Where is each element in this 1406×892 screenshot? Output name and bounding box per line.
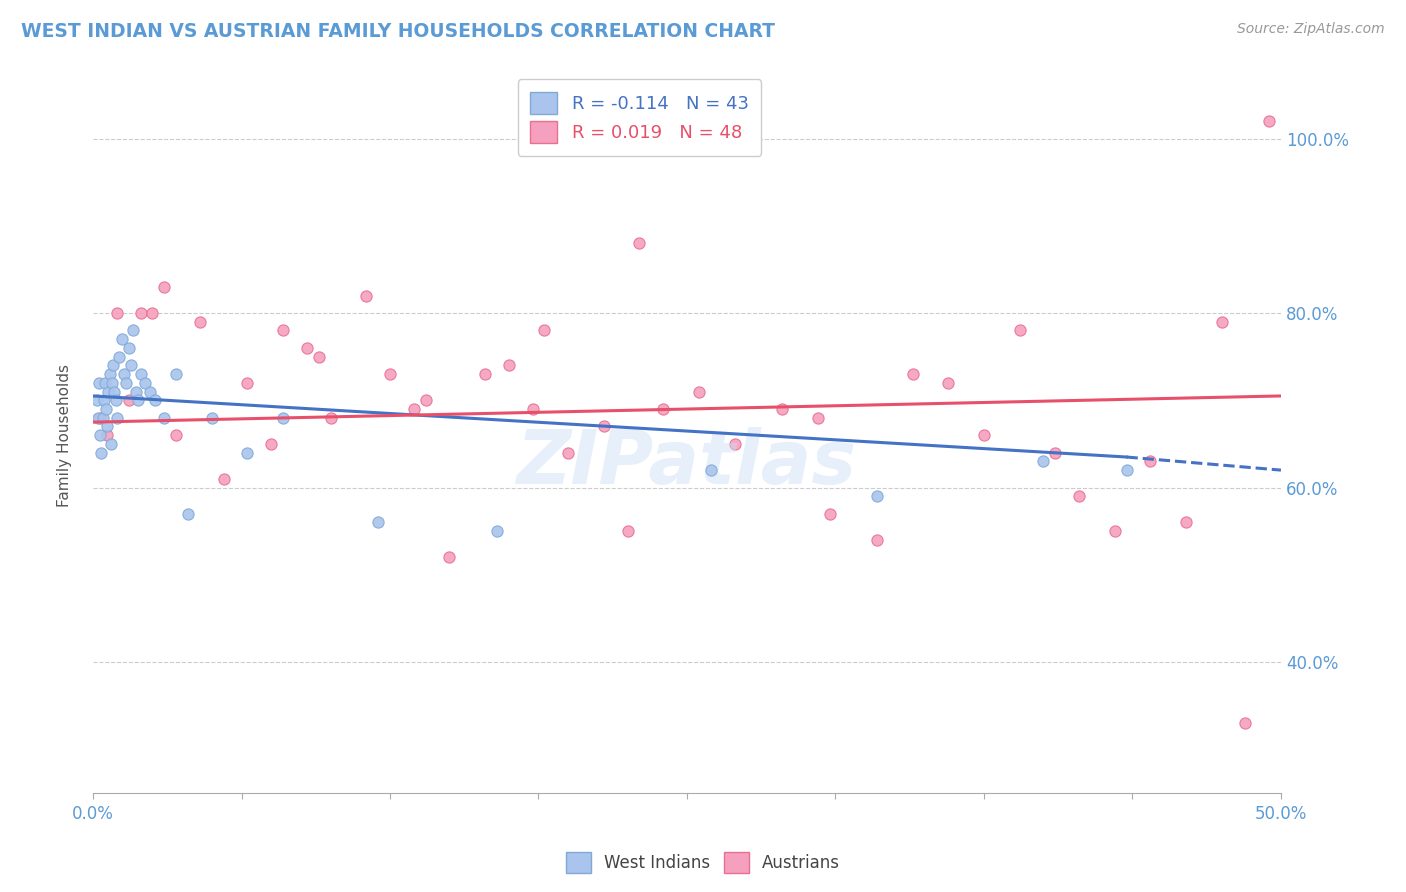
Point [96,428,118,442]
Point [87,376,110,390]
Point [115,376,138,390]
Point [1008,324,1031,338]
Point [165,367,187,381]
Point [1115,463,1137,477]
Point [153,280,176,294]
Point [807,410,830,425]
Point [212,472,235,486]
Point [91,410,114,425]
Point [295,341,318,355]
Point [93,393,115,408]
Point [125,384,148,399]
Point [89,428,111,442]
Point [143,393,166,408]
Point [592,419,614,434]
Point [271,410,294,425]
Point [354,288,377,302]
Point [98,367,121,381]
Point [139,384,162,399]
Point [122,324,145,338]
Text: Source: ZipAtlas.com: Source: ZipAtlas.com [1237,22,1385,37]
Point [271,324,294,338]
Text: WEST INDIAN VS AUSTRIAN FAMILY HOUSEHOLDS CORRELATION CHART: WEST INDIAN VS AUSTRIAN FAMILY HOUSEHOLD… [21,22,775,41]
Y-axis label: Family Households: Family Households [58,364,72,507]
Point [557,445,579,459]
Point [308,350,330,364]
Point [485,524,508,539]
Point [112,367,135,381]
Point [688,384,710,399]
Point [105,410,128,425]
Point [110,332,132,346]
Point [94,376,117,390]
Point [723,437,745,451]
Point [439,550,461,565]
Point [103,384,125,399]
Point [104,393,127,408]
Point [94,402,117,417]
Point [474,367,496,381]
Text: ZIPatlas: ZIPatlas [517,427,858,500]
Point [101,376,124,390]
Point [118,341,141,355]
Point [188,315,211,329]
Point [177,507,200,521]
Point [522,402,544,417]
Point [319,410,342,425]
Point [1067,489,1090,503]
Point [700,463,723,477]
Point [134,376,156,390]
Point [260,437,283,451]
Legend: R = -0.114   N = 43, R = 0.019   N = 48: R = -0.114 N = 43, R = 0.019 N = 48 [517,79,762,156]
Point [103,359,125,373]
Point [201,410,224,425]
Point [236,445,259,459]
Point [86,393,108,408]
Point [118,393,141,408]
Point [866,489,889,503]
Point [236,376,259,390]
Point [973,428,995,442]
Point [628,236,651,251]
Point [866,533,889,547]
Point [97,384,120,399]
Point [1139,454,1161,468]
Point [90,445,112,459]
Point [1104,524,1126,539]
Point [153,410,176,425]
Point [652,402,675,417]
Legend: West Indians, Austrians: West Indians, Austrians [560,846,846,880]
Point [616,524,638,539]
Point [378,367,401,381]
Point [1234,716,1257,731]
Point [89,410,111,425]
Point [1211,315,1233,329]
Point [127,393,149,408]
Point [1174,516,1197,530]
Point [108,350,131,364]
Point [129,367,152,381]
Point [936,376,959,390]
Point [533,324,555,338]
Point [367,516,389,530]
Point [818,507,841,521]
Point [96,419,118,434]
Point [141,306,163,320]
Point [1045,445,1067,459]
Point [1032,454,1054,468]
Point [1258,114,1281,128]
Point [87,410,110,425]
Point [770,402,793,417]
Point [105,306,128,320]
Point [415,393,437,408]
Point [165,428,187,442]
Point [100,437,122,451]
Point [402,402,425,417]
Point [498,359,520,373]
Point [901,367,924,381]
Point [129,306,152,320]
Point [120,359,142,373]
